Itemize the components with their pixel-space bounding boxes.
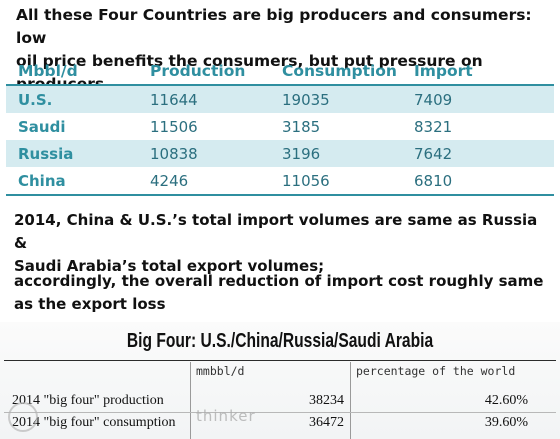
column-header-unit: mmbbl/d: [196, 364, 245, 378]
row-label: 2014 "big four" production: [12, 393, 164, 408]
paragraph-line: 2014, China & U.S.’s total import volume…: [14, 211, 538, 252]
paragraph-line: accordingly, the overall reduction of im…: [14, 272, 544, 290]
row-consumption: 3196: [270, 140, 402, 167]
row-country: Russia: [6, 140, 138, 167]
paragraph-import-cost: accordingly, the overall reduction of im…: [14, 270, 554, 316]
row-value: 38234: [309, 393, 344, 408]
panel-title: Big Four: U.S./China/Russia/Saudi Arabia: [126, 330, 434, 352]
row-production: 4246: [138, 167, 270, 196]
row-percentage: 42.60%: [484, 393, 528, 408]
paragraph-line: as the export loss: [14, 295, 166, 313]
row-country: Saudi: [18, 117, 66, 136]
table-row: China 4246 11056 6810: [6, 167, 554, 196]
panel-row-consumption: 2014 "big four" consumption 36472 39.60%: [4, 412, 556, 434]
row-production: 10838: [138, 140, 270, 167]
header-unit: Mbbl/d: [6, 58, 138, 86]
oil-table-header: Mbbl/d Production Consumption Import: [6, 58, 554, 86]
row-import: 6810: [402, 167, 554, 196]
column-header-percentage: percentage of the world: [356, 364, 516, 378]
row-import: 7409: [402, 85, 554, 113]
row-value: 36472: [309, 415, 344, 430]
row-consumption: 19035: [270, 85, 402, 113]
paragraph-import-volumes: 2014, China & U.S.’s total import volume…: [14, 209, 554, 278]
row-consumption: 3185: [282, 117, 321, 136]
row-import: 8321: [414, 117, 453, 136]
table-row: U.S. 11644 19035 7409: [6, 85, 554, 113]
row-import: 7642: [402, 140, 554, 167]
watermark-logo-icon: [8, 402, 38, 432]
column-divider: [350, 362, 351, 439]
paragraph-line: Saudi Arabia’s total export volumes;: [14, 257, 325, 275]
headline-line-1: All these Four Countries are big produce…: [16, 6, 532, 47]
big-four-panel: Big Four: U.S./China/Russia/Saudi Arabia…: [0, 322, 560, 439]
table-row: Russia 10838 3196 7642: [6, 140, 554, 167]
panel-divider: [4, 360, 556, 361]
header-import: Import: [402, 58, 554, 86]
panel-row-production: 2014 "big four" production 38234 42.60%: [4, 390, 556, 413]
row-country: China: [6, 167, 138, 196]
oil-table: Mbbl/d Production Consumption Import U.S…: [6, 58, 554, 196]
column-divider: [190, 362, 191, 439]
row-country: U.S.: [6, 85, 138, 113]
header-consumption: Consumption: [270, 58, 402, 86]
row-percentage: 39.60%: [484, 415, 528, 430]
row-production: 11644: [138, 85, 270, 113]
watermark: thinker: [196, 407, 256, 425]
row-label: 2014 "big four" consumption: [12, 415, 176, 430]
row-production: 11506: [150, 117, 198, 136]
header-production: Production: [138, 58, 270, 86]
row-consumption: 11056: [270, 167, 402, 196]
table-row: Saudi 11506 3185 8321: [6, 113, 554, 140]
